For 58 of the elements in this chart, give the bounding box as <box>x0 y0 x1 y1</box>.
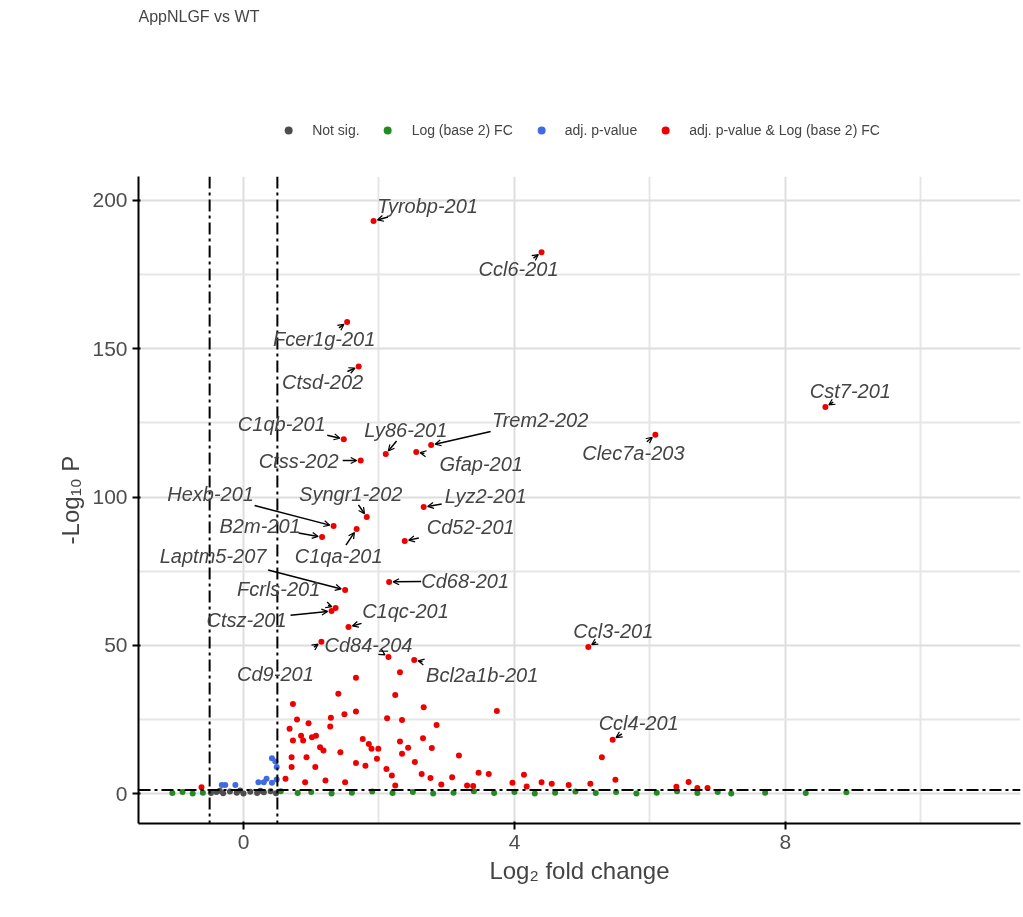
y-tick-label: 50 <box>104 633 128 657</box>
annotation: Clec7a-203 <box>582 441 685 464</box>
point <box>260 779 267 786</box>
annotation: Ccl6-201 <box>478 258 559 281</box>
point <box>189 790 196 797</box>
annotation: C1qa-201 <box>294 545 383 568</box>
point <box>232 781 239 788</box>
annotation: Ly86-201 <box>364 419 448 441</box>
point <box>491 789 498 796</box>
annotation: Hexb-201 <box>167 483 254 506</box>
point <box>268 755 275 762</box>
annotation: Tyrobp-201 <box>377 195 478 218</box>
point <box>255 779 262 786</box>
point <box>728 790 735 797</box>
annotation: Gfap-201 <box>439 452 523 475</box>
point <box>802 789 809 796</box>
x-axis-title: Log₂ fold change <box>489 856 670 884</box>
annotation: Cst7-201 <box>809 380 891 403</box>
annotation: Fcer1g-201 <box>273 327 376 350</box>
annotation: C1qc-201 <box>362 600 449 623</box>
point <box>430 790 437 797</box>
annotation: Bcl2a1b-201 <box>426 663 539 686</box>
annotation: Syngr1-202 <box>299 482 403 505</box>
y-tick-label: 200 <box>92 188 128 212</box>
annotation: C1qb-201 <box>237 413 326 436</box>
point <box>294 789 301 796</box>
point <box>409 789 416 796</box>
y-tick-label: 100 <box>92 485 128 509</box>
annotation: Ctsd-202 <box>282 371 364 394</box>
y-tick-label: 0 <box>115 781 128 805</box>
point <box>531 790 538 797</box>
point <box>633 790 640 797</box>
point <box>199 789 206 796</box>
legend-label: adj. p-value & Log (base 2) FC <box>689 122 880 138</box>
annotation: Ccl4-201 <box>598 711 679 734</box>
x-tick-label: 0 <box>237 829 250 853</box>
x-tick-label: 4 <box>508 829 521 853</box>
point <box>268 779 275 786</box>
point <box>328 790 335 797</box>
chart-title: AppNLGF vs WT <box>138 7 260 25</box>
legend-label: Not sig. <box>312 122 360 138</box>
annotation: Cd9-201 <box>237 662 314 685</box>
annotation: Cd84-204 <box>324 634 413 656</box>
x-tick-label: 8 <box>779 829 792 853</box>
annotation: Laptm5-207 <box>159 544 268 567</box>
point <box>653 789 660 796</box>
legend-label: Log (base 2) FC <box>411 122 513 138</box>
legend-label: adj. p-value <box>564 122 638 138</box>
annotation: Cd68-201 <box>421 569 510 592</box>
annotation: Cd52-201 <box>426 515 515 538</box>
annotation: Lyz2-201 <box>444 485 527 508</box>
point <box>592 789 599 796</box>
annotation: Fcrls-201 <box>236 578 321 601</box>
annotation: Trem2-202 <box>491 409 589 432</box>
point <box>218 781 225 788</box>
y-tick-label: 150 <box>92 336 128 360</box>
y-axis-title: -Log₁₀ P <box>57 455 85 545</box>
annotation: Ccl3-201 <box>573 619 654 642</box>
